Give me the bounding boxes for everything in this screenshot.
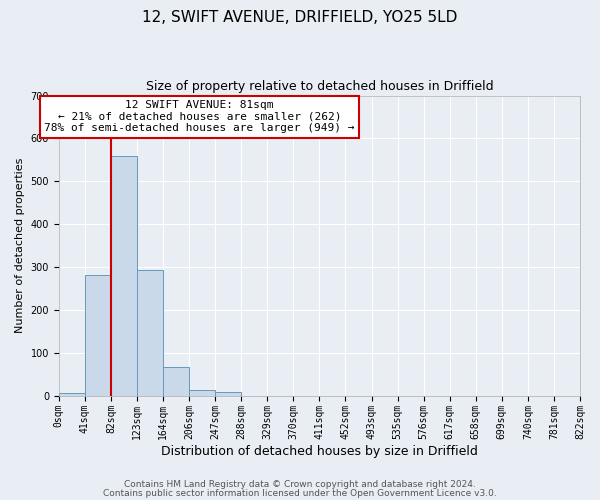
- Title: Size of property relative to detached houses in Driffield: Size of property relative to detached ho…: [146, 80, 493, 93]
- X-axis label: Distribution of detached houses by size in Driffield: Distribution of detached houses by size …: [161, 444, 478, 458]
- Text: 12, SWIFT AVENUE, DRIFFIELD, YO25 5LD: 12, SWIFT AVENUE, DRIFFIELD, YO25 5LD: [142, 10, 458, 25]
- Text: Contains HM Land Registry data © Crown copyright and database right 2024.: Contains HM Land Registry data © Crown c…: [124, 480, 476, 489]
- Bar: [111, 156, 137, 396]
- Bar: [59, 392, 85, 396]
- Bar: [163, 367, 189, 396]
- Text: Contains public sector information licensed under the Open Government Licence v3: Contains public sector information licen…: [103, 490, 497, 498]
- Bar: [85, 274, 111, 396]
- Bar: [189, 390, 215, 396]
- Bar: [137, 270, 163, 396]
- Y-axis label: Number of detached properties: Number of detached properties: [15, 158, 25, 334]
- Text: 12 SWIFT AVENUE: 81sqm
← 21% of detached houses are smaller (262)
78% of semi-de: 12 SWIFT AVENUE: 81sqm ← 21% of detached…: [44, 100, 355, 134]
- Bar: [215, 392, 241, 396]
